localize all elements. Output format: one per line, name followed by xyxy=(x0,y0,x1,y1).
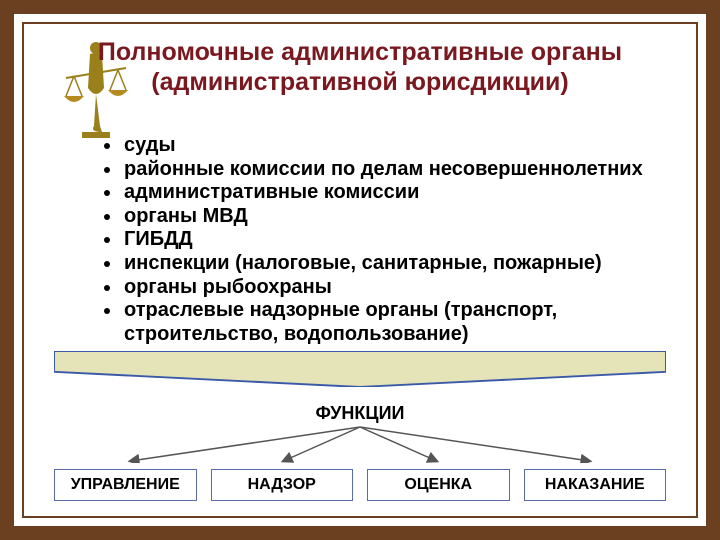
list-item: ГИБДД xyxy=(104,228,666,252)
list-item-text: ГИБДД xyxy=(124,228,193,252)
bullet-icon xyxy=(104,261,110,267)
list-item: суды xyxy=(104,134,666,158)
list-item-text: районные комиссии по делам несовершеннол… xyxy=(124,158,643,182)
bullet-icon xyxy=(104,214,110,220)
bullet-list: судырайонные комиссии по делам несоверше… xyxy=(104,134,666,346)
list-item: отраслевые надзорные органы (транспорт, … xyxy=(104,299,666,346)
diagram-box: ОЦЕНКА xyxy=(367,469,510,501)
bullet-icon xyxy=(104,167,110,173)
list-item: инспекции (налоговые, санитарные, пожарн… xyxy=(104,252,666,276)
bullet-icon xyxy=(104,190,110,196)
diagram-box: НАДЗОР xyxy=(211,469,354,501)
diagram-box: НАКАЗАНИЕ xyxy=(524,469,667,501)
bullet-icon xyxy=(104,308,110,314)
list-item-text: органы рыбоохраны xyxy=(124,276,332,300)
functions-label: ФУНКЦИИ xyxy=(316,403,405,424)
list-item: административные комиссии xyxy=(104,181,666,205)
bullet-icon xyxy=(104,285,110,291)
list-item: органы МВД xyxy=(104,205,666,229)
list-item-text: административные комиссии xyxy=(124,181,419,205)
content-area: Полномочные административные органы (адм… xyxy=(24,24,696,516)
diagram-boxes: УПРАВЛЕНИЕ НАДЗОР ОЦЕНКА НАКАЗАНИЕ xyxy=(54,469,666,501)
list-item: районные комиссии по делам несовершеннол… xyxy=(104,158,666,182)
list-item-text: инспекции (налоговые, санитарные, пожарн… xyxy=(124,252,602,276)
list-item-text: суды xyxy=(124,134,176,158)
bullet-icon xyxy=(104,143,110,149)
list-item-text: органы МВД xyxy=(124,205,248,229)
list-item: органы рыбоохраны xyxy=(104,276,666,300)
diagram-box: УПРАВЛЕНИЕ xyxy=(54,469,197,501)
diagram-arrows xyxy=(54,425,666,463)
list-item-text: отраслевые надзорные органы (транспорт, … xyxy=(124,299,666,346)
outer-frame: Полномочные административные органы (адм… xyxy=(0,0,720,540)
functions-diagram: ФУНКЦИИ УПРАВЛЕНИЕНАДЗОРОЦЕ xyxy=(54,351,666,501)
diagram-top-bar xyxy=(54,351,666,387)
inner-frame: Полномочные административные органы (адм… xyxy=(22,22,698,518)
page-title: Полномочные административные органы (адм… xyxy=(24,38,696,97)
bullet-icon xyxy=(104,237,110,243)
